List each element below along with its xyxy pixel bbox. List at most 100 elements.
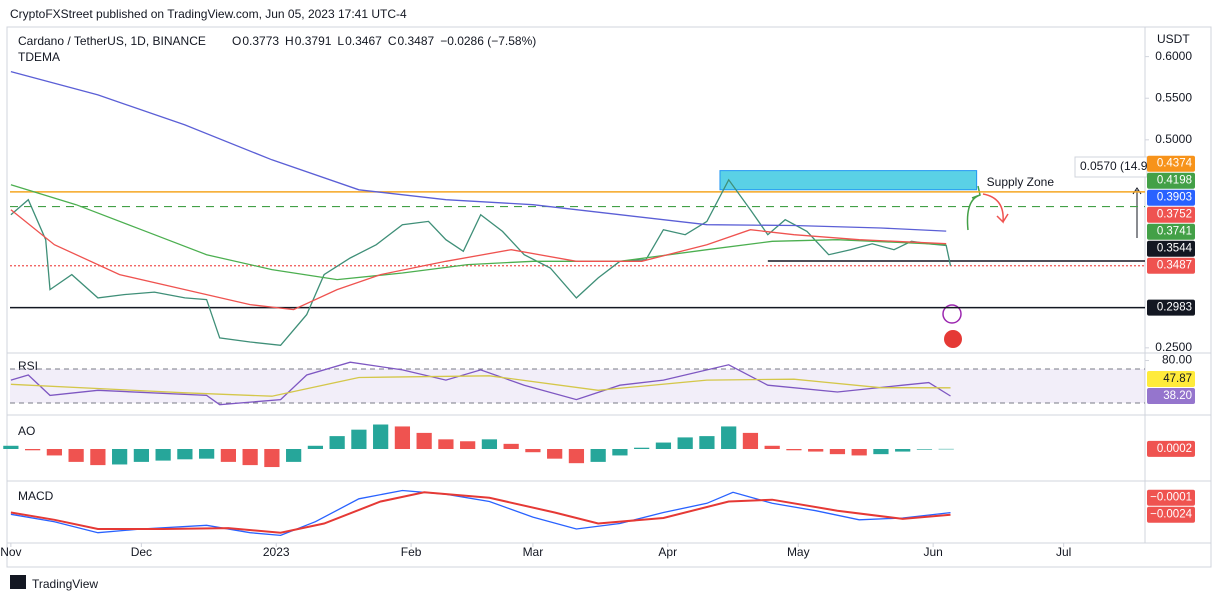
price-tag: 0.3903 bbox=[1147, 189, 1195, 206]
ao-bar bbox=[242, 449, 258, 466]
ao-bar bbox=[155, 449, 171, 461]
series-line bbox=[10, 489, 951, 537]
y-tick-label: 0.5500 bbox=[1155, 90, 1192, 104]
x-tick-label: Apr bbox=[658, 545, 677, 559]
price-tag-bg bbox=[1147, 240, 1195, 257]
ohlc-key: O bbox=[232, 34, 241, 48]
x-tick-label: Dec bbox=[131, 545, 152, 559]
ao-bar bbox=[481, 439, 498, 449]
price-tag: −0.0024 bbox=[1147, 506, 1195, 523]
ao-bar bbox=[68, 449, 84, 462]
price-tag-label: 0.4374 bbox=[1157, 158, 1193, 170]
ao-bar bbox=[373, 424, 389, 449]
ao-bar bbox=[851, 449, 867, 456]
x-tick-label: Nov bbox=[0, 545, 21, 559]
ao-bar bbox=[199, 449, 215, 459]
series-line bbox=[10, 209, 947, 311]
zone-label: Supply Zone bbox=[987, 175, 1055, 189]
flag-icon[interactable] bbox=[944, 330, 962, 348]
ao-bar bbox=[547, 449, 563, 459]
ao-bar bbox=[90, 449, 106, 466]
ao-bar bbox=[438, 439, 454, 449]
ohlc-change: −0.0286 (−7.58%) bbox=[440, 34, 536, 48]
rsi-band bbox=[10, 369, 1145, 404]
ao-bar bbox=[220, 449, 236, 462]
price-tag-bg bbox=[1147, 440, 1195, 457]
ao-bar bbox=[264, 449, 280, 468]
bear-arrow bbox=[982, 193, 1009, 224]
price-tag: 0.3544 bbox=[1147, 240, 1195, 257]
y-tick-label: 80.00 bbox=[1162, 353, 1192, 367]
ao-bar bbox=[634, 447, 650, 449]
ao-bar bbox=[764, 445, 780, 449]
measure-label: 0.0570 (14.9 bbox=[1080, 159, 1148, 173]
frame bbox=[6, 26, 1212, 568]
price-tag-bg bbox=[1147, 371, 1195, 388]
logo bbox=[10, 575, 26, 589]
supply-zone bbox=[719, 170, 978, 191]
price-tag-label: 0.3487 bbox=[1157, 260, 1192, 272]
pane-title: MACD bbox=[18, 489, 54, 503]
ao-bar bbox=[655, 442, 672, 449]
currency: USDT bbox=[1157, 32, 1190, 46]
symbol: Cardano / TetherUS, 1D, BINANCE bbox=[18, 34, 206, 48]
ao-bar bbox=[742, 432, 759, 449]
price-tag-bg bbox=[1147, 223, 1195, 240]
x-tick-label: May bbox=[787, 545, 810, 559]
bull-arrow bbox=[966, 185, 981, 231]
event-icon[interactable] bbox=[942, 304, 962, 324]
ao-bar bbox=[895, 449, 911, 452]
ao-bar bbox=[329, 436, 345, 449]
y-tick-label: 0.6000 bbox=[1155, 49, 1192, 63]
ao-bar bbox=[568, 449, 585, 464]
ohlc-value: 0.3773 bbox=[242, 34, 279, 48]
ao-bar bbox=[286, 449, 302, 462]
price-tag-label: 0.0002 bbox=[1157, 443, 1192, 455]
ao-bar bbox=[829, 449, 846, 455]
ohlc-value: 0.3467 bbox=[345, 34, 382, 48]
ao-bar bbox=[307, 445, 324, 449]
ohlc-value: 0.3791 bbox=[295, 34, 332, 48]
price-tag: 0.2983 bbox=[1147, 299, 1195, 316]
price-tag-bg bbox=[1147, 489, 1195, 506]
ohlc-value: 0.3487 bbox=[397, 34, 434, 48]
price-tag-label: −0.0024 bbox=[1150, 509, 1192, 521]
price-tag: 0.3741 bbox=[1147, 223, 1195, 240]
price-tag-label: 0.3752 bbox=[1157, 209, 1192, 221]
ao-bar bbox=[525, 449, 541, 453]
ao-bar bbox=[721, 426, 737, 449]
ao-bar bbox=[3, 445, 19, 449]
price-tag: 0.4198 bbox=[1147, 172, 1195, 189]
ao-bar bbox=[25, 449, 41, 451]
price-tag-label: 0.3741 bbox=[1157, 226, 1192, 238]
price-tag-label: 47.87 bbox=[1163, 373, 1192, 385]
series-line bbox=[10, 178, 952, 346]
ao-bar bbox=[460, 441, 476, 449]
ao-bar bbox=[677, 437, 693, 449]
price-tag-bg bbox=[1147, 189, 1195, 206]
ohlc-key: C bbox=[388, 34, 397, 48]
ao-bar bbox=[46, 449, 62, 456]
y-tick-label: 0.2500 bbox=[1155, 340, 1192, 354]
ohlc-key: H bbox=[285, 34, 294, 48]
x-tick-label: Feb bbox=[401, 545, 422, 559]
price-tag-label: 0.3544 bbox=[1157, 243, 1193, 255]
price-tag-bg bbox=[1147, 299, 1195, 316]
ao-bar bbox=[699, 436, 715, 449]
price-tag-label: 38.20 bbox=[1163, 390, 1192, 402]
price-tag-label: −0.0001 bbox=[1150, 492, 1192, 504]
ao-bar bbox=[394, 426, 411, 449]
price-tag: 0.4374 bbox=[1147, 155, 1195, 172]
price-tag-bg bbox=[1147, 506, 1195, 523]
ohlc-key: L bbox=[337, 34, 344, 48]
footer-brand: TradingView bbox=[32, 577, 98, 591]
series-line bbox=[10, 361, 951, 406]
price-tag-label: 0.3903 bbox=[1157, 192, 1192, 204]
price-tag-label: 0.2983 bbox=[1157, 302, 1192, 314]
ao-bar bbox=[916, 449, 933, 450]
series-line bbox=[10, 375, 951, 397]
price-tag-bg bbox=[1147, 388, 1195, 405]
price-tag: 38.20 bbox=[1147, 388, 1195, 405]
